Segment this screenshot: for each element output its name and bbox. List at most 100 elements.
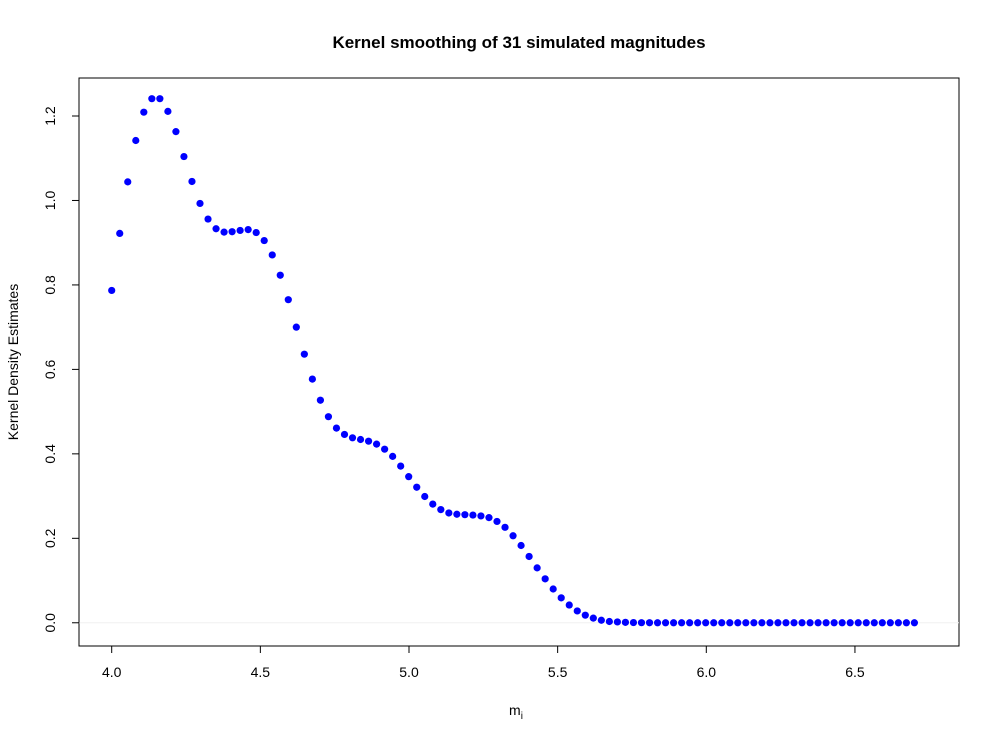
data-point: [132, 136, 140, 145]
data-point: [300, 350, 308, 358]
data-point: [621, 618, 630, 626]
data-point: [188, 177, 196, 186]
y-tick-label: 1.2: [42, 106, 58, 126]
data-point: [669, 619, 678, 627]
x-tick-label: 5.5: [548, 664, 568, 680]
data-point: [645, 619, 654, 627]
data-point: [156, 95, 164, 103]
data-point: [605, 617, 613, 626]
data-points: [108, 95, 919, 627]
data-point: [493, 517, 501, 526]
y-tick-label: 0.2: [42, 528, 58, 548]
data-point: [565, 601, 573, 609]
data-point: [525, 552, 533, 561]
data-point: [260, 236, 268, 245]
y-tick-label: 0.0: [42, 613, 58, 633]
data-point: [678, 619, 686, 627]
data-point: [782, 619, 790, 627]
data-point: [461, 511, 469, 519]
data-point: [148, 95, 156, 103]
y-tick-label: 0.8: [42, 275, 58, 295]
data-point: [381, 445, 389, 453]
data-point: [348, 434, 357, 442]
y-axis-label: Kernel Density Estimates: [5, 284, 21, 440]
data-point: [140, 108, 148, 116]
x-tick-label: 4.5: [251, 664, 271, 680]
data-point: [862, 619, 870, 627]
data-point: [581, 611, 589, 619]
data-point: [822, 619, 830, 627]
data-point: [549, 585, 557, 593]
data-point: [653, 619, 662, 627]
data-point: [637, 619, 646, 627]
data-point: [694, 619, 702, 627]
data-point: [364, 437, 373, 445]
data-point: [541, 575, 549, 583]
data-point: [613, 618, 622, 626]
data-point: [702, 619, 710, 627]
data-point: [421, 492, 429, 501]
data-point: [356, 435, 365, 444]
data-point: [501, 523, 509, 531]
data-point: [108, 286, 116, 295]
data-point: [742, 619, 750, 627]
data-point: [517, 541, 525, 550]
data-point: [758, 619, 766, 627]
data-point: [814, 619, 822, 627]
data-point: [870, 619, 878, 627]
data-point: [316, 396, 325, 404]
x-axis-label-main: m: [509, 702, 521, 718]
data-point: [774, 619, 782, 627]
data-point: [790, 619, 798, 627]
data-point: [573, 607, 581, 615]
data-point: [910, 619, 919, 627]
data-point: [276, 271, 284, 279]
data-point: [372, 440, 381, 448]
data-point: [413, 483, 421, 491]
data-point: [308, 375, 316, 383]
x-tick-label: 6.5: [845, 664, 865, 680]
data-point: [172, 128, 180, 136]
data-point: [405, 473, 413, 481]
data-point: [284, 296, 292, 304]
data-point: [533, 564, 541, 572]
data-point: [116, 229, 124, 238]
data-point: [597, 616, 605, 624]
data-point: [397, 462, 405, 470]
data-point: [340, 430, 349, 439]
data-point: [798, 619, 806, 627]
data-point: [124, 178, 132, 186]
data-point: [838, 619, 846, 627]
data-point: [228, 228, 236, 236]
x-axis-label-subscript: i: [521, 711, 523, 722]
data-point: [220, 228, 228, 236]
data-point: [726, 619, 734, 627]
x-axis: 4.0 4.5 5.0 5.5 6.0 6.5: [102, 645, 865, 680]
data-point: [686, 619, 694, 627]
chart-title: Kernel smoothing of 31 simulated magnitu…: [332, 33, 705, 52]
data-point: [164, 107, 172, 115]
data-point: [212, 225, 220, 233]
data-point: [878, 619, 886, 627]
data-point: [894, 619, 902, 627]
data-point: [469, 511, 477, 519]
data-point: [204, 215, 212, 223]
data-point: [806, 619, 814, 627]
data-point: [589, 614, 597, 622]
data-point: [734, 619, 742, 627]
data-point: [196, 199, 204, 208]
data-point: [445, 509, 453, 517]
data-point: [324, 413, 333, 421]
data-point: [766, 619, 774, 627]
data-point: [830, 619, 838, 627]
data-point: [750, 619, 758, 627]
x-tick-label: 5.0: [399, 664, 419, 680]
data-point: [437, 505, 445, 514]
data-point: [244, 226, 252, 234]
x-tick-label: 6.0: [697, 664, 717, 680]
data-point: [710, 619, 718, 627]
data-point: [509, 532, 517, 540]
y-tick-label: 0.6: [42, 359, 58, 379]
data-point: [332, 424, 341, 432]
